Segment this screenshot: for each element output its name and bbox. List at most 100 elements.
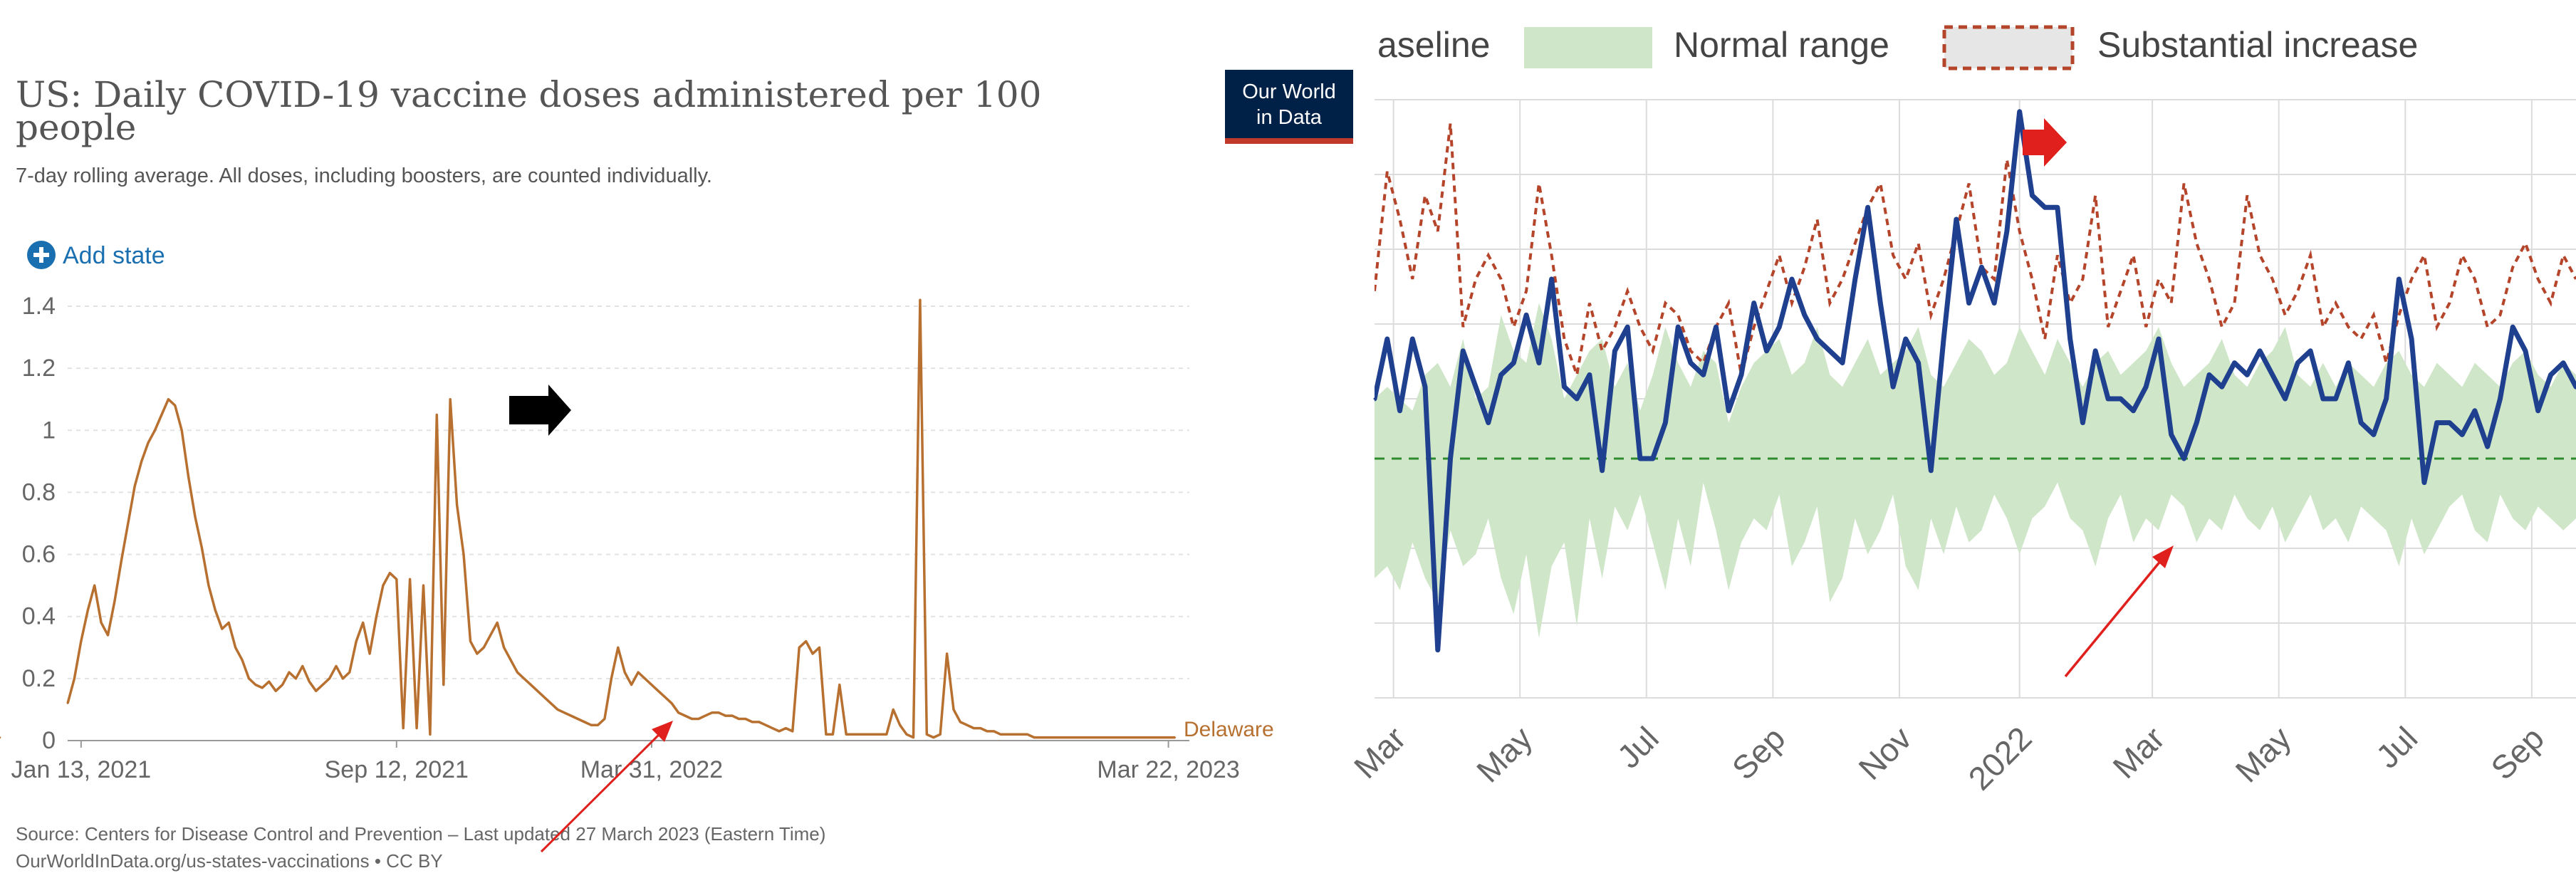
legend-increase-swatch	[1942, 25, 2075, 70]
left-data-point	[677, 711, 679, 714]
right-data-point	[1652, 457, 1654, 460]
source-line2[interactable]: OurWorldInData.org/us-states-vaccination…	[16, 850, 443, 872]
left-data-point	[442, 684, 444, 686]
left-data-point	[697, 718, 700, 720]
right-data-point	[2498, 397, 2501, 400]
left-data-point	[268, 681, 270, 683]
right-data-point	[2423, 481, 2426, 484]
right-data-point	[1714, 325, 1717, 328]
left-data-point	[852, 733, 854, 736]
right-data-point	[1411, 338, 1414, 340]
right-data-point	[1677, 325, 1679, 328]
left-data-point	[939, 733, 942, 736]
right-data-point	[1993, 302, 1996, 305]
left-data-point	[154, 429, 156, 432]
right-x-tick-label: Sep	[1725, 719, 1793, 787]
left-data-point	[744, 718, 747, 720]
left-data-point	[577, 718, 579, 720]
left-data-point	[952, 709, 955, 711]
right-x-tick-label: May	[2228, 719, 2298, 789]
left-data-point	[66, 702, 69, 704]
right-data-point	[1968, 302, 1971, 305]
left-data-point	[120, 560, 122, 562]
red-block-arrow-annotation	[2023, 118, 2067, 167]
right-data-point	[2322, 397, 2325, 400]
right-data-point	[2473, 409, 2476, 412]
right-data-point	[2461, 433, 2463, 436]
add-state-label[interactable]: Add state	[63, 242, 165, 269]
left-data-point	[476, 652, 479, 655]
left-data-point	[1053, 736, 1055, 738]
left-data-point	[462, 553, 465, 555]
left-data-point	[509, 659, 512, 661]
left-data-point	[1060, 736, 1062, 738]
left-x-ticks: Jan 13, 2021 Sep 12, 2021 Mar 31, 2022 Mar …	[11, 741, 1240, 783]
right-data-point	[1601, 469, 1604, 472]
right-x-tick-label: Nov	[1851, 719, 1919, 787]
left-data-point	[415, 727, 418, 729]
left-y-tick-label: 0.2	[22, 665, 56, 692]
left-data-point	[778, 730, 781, 733]
left-data-point	[1046, 736, 1049, 738]
left-data-point	[536, 690, 538, 692]
left-data-point	[335, 665, 338, 667]
right-data-point	[1841, 362, 1844, 365]
add-state-button[interactable]: Add state	[27, 241, 165, 269]
left-data-point	[248, 677, 250, 680]
left-data-point	[147, 441, 150, 444]
series-label-delaware[interactable]: Delaware	[1184, 718, 1274, 741]
left-data-point	[610, 677, 612, 680]
legend-normal-label: Normal range	[1674, 25, 1889, 65]
right-data-point	[2208, 373, 2211, 376]
left-data-point	[865, 733, 867, 736]
right-data-point	[2107, 397, 2110, 400]
right-data-point	[2347, 362, 2350, 365]
left-data-point	[261, 686, 264, 689]
left-data-point	[966, 724, 969, 726]
right-data-point	[1613, 350, 1616, 352]
right-data-point	[1892, 385, 1894, 388]
left-y-tick-label: 0	[42, 727, 56, 754]
left-data-point	[1140, 736, 1143, 738]
left-data-point	[402, 727, 405, 729]
right-data-point	[1740, 373, 1743, 376]
left-data-point	[134, 485, 136, 487]
left-data-point	[301, 665, 304, 667]
logo-line1: Our World	[1242, 80, 1336, 103]
left-data-point	[113, 600, 116, 602]
right-data-point	[1639, 457, 1642, 460]
left-data-point	[1073, 736, 1075, 738]
right-data-point	[2157, 338, 2160, 340]
left-y-ticks: 0 0.2 0.4 0.6 0.8 1 1.2 1.4	[22, 293, 56, 754]
owid-logo[interactable]: Our World in Data	[1225, 70, 1353, 144]
left-data-point	[738, 718, 740, 720]
normal-range-band	[1375, 303, 2576, 638]
right-data-point	[1449, 457, 1452, 460]
logo-line2: in Data	[1256, 106, 1323, 129]
left-data-point	[845, 733, 848, 736]
left-data-point	[328, 677, 330, 680]
right-data-point	[2537, 409, 2540, 412]
right-chart: aseline Normal range Substantial increas…	[1347, 25, 2576, 797]
left-data-point	[1013, 733, 1016, 736]
left-y-tick-label: 0.4	[22, 603, 56, 630]
legend-increase-label: Substantial increase	[2097, 25, 2418, 65]
right-data-point	[1816, 338, 1819, 340]
left-data-point	[603, 718, 606, 720]
left-data-point	[832, 733, 834, 736]
legend-normal-swatch	[1524, 27, 1652, 68]
left-data-point	[375, 615, 377, 617]
left-y-tick-label: 0.8	[22, 479, 56, 506]
left-subtitle: 7-day rolling average. All doses, includ…	[16, 164, 712, 187]
right-data-point	[1854, 278, 1857, 281]
substantial-increase-line	[1375, 123, 2576, 381]
left-y-tick-label: 1.2	[22, 355, 56, 382]
right-data-point	[1626, 325, 1629, 328]
left-data-point	[174, 404, 176, 407]
observed-series-line	[1375, 109, 2576, 653]
left-data-point	[422, 584, 424, 587]
left-data-point	[140, 460, 142, 463]
right-data-point	[2170, 433, 2173, 436]
left-data-point	[1067, 736, 1069, 738]
left-data-point	[207, 584, 210, 587]
